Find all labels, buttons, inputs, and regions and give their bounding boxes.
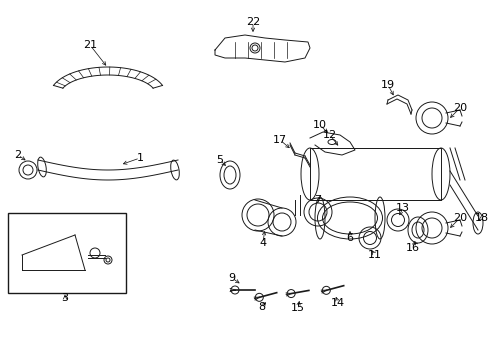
Text: 14: 14 xyxy=(330,298,345,308)
Text: 5: 5 xyxy=(216,155,223,165)
Bar xyxy=(8,213,126,293)
Text: 20: 20 xyxy=(452,213,466,223)
Bar xyxy=(309,148,440,200)
Text: 9: 9 xyxy=(228,273,235,283)
Text: 3: 3 xyxy=(61,293,68,303)
Text: 1: 1 xyxy=(136,153,143,163)
Text: 21: 21 xyxy=(83,40,97,50)
Text: 12: 12 xyxy=(322,130,336,140)
Text: 8: 8 xyxy=(258,302,265,312)
Text: 17: 17 xyxy=(272,135,286,145)
Text: 7: 7 xyxy=(314,195,321,205)
Text: 20: 20 xyxy=(452,103,466,113)
Text: 10: 10 xyxy=(312,120,326,130)
Text: 4: 4 xyxy=(259,238,266,248)
Text: 22: 22 xyxy=(245,17,260,27)
Text: 16: 16 xyxy=(405,243,419,253)
Text: 6: 6 xyxy=(346,233,353,243)
Text: 13: 13 xyxy=(395,203,409,213)
Text: 15: 15 xyxy=(290,303,305,313)
Text: 11: 11 xyxy=(367,250,381,260)
Text: 2: 2 xyxy=(15,150,21,160)
Text: 18: 18 xyxy=(474,213,488,223)
Text: 19: 19 xyxy=(380,80,394,90)
